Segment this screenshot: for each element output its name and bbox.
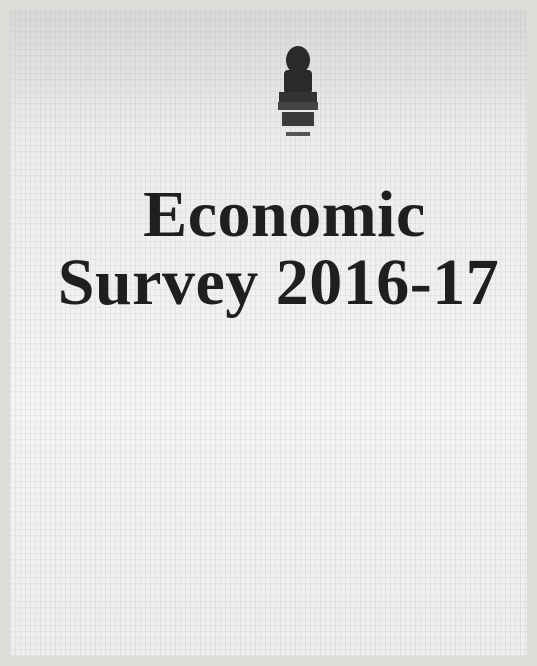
cover-page: Economic Survey 2016-17	[0, 0, 537, 666]
national-emblem	[268, 40, 328, 150]
title-line: Economic	[26, 182, 537, 248]
title-line: Survey 2016-17	[20, 250, 537, 316]
